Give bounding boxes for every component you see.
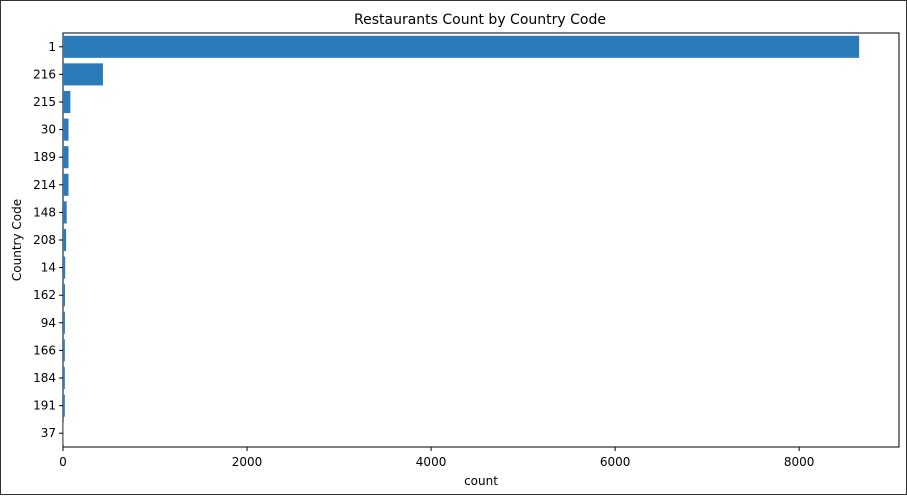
bar-208 <box>63 229 66 251</box>
bar-1 <box>63 36 859 58</box>
y-tick-label: 94 <box>41 316 56 330</box>
y-tick-label: 162 <box>33 288 56 302</box>
bar-94 <box>63 312 65 334</box>
y-tick-label: 148 <box>33 205 56 219</box>
x-tick-label: 8000 <box>784 455 815 469</box>
y-tick-label: 14 <box>41 261 56 275</box>
bar-148 <box>63 201 67 223</box>
x-axis-title: count <box>464 474 498 488</box>
bar-214 <box>63 174 69 196</box>
bar-215 <box>63 91 70 113</box>
y-tick-label: 208 <box>33 233 56 247</box>
bar-189 <box>63 146 69 168</box>
x-tick-label: 4000 <box>416 455 447 469</box>
y-tick-label: 37 <box>41 426 56 440</box>
y-tick-label: 30 <box>41 123 56 137</box>
bar-191 <box>63 395 65 417</box>
x-tick-label: 0 <box>59 455 67 469</box>
x-tick-label: 6000 <box>600 455 631 469</box>
y-tick-label: 191 <box>33 399 56 413</box>
y-tick-label: 216 <box>33 67 56 81</box>
x-tick-label: 2000 <box>232 455 263 469</box>
y-tick-label: 166 <box>33 343 56 357</box>
y-axis-ticks: 1 216 215 30 189 214 148 208 14 162 94 166 184 191 37 <box>33 40 63 440</box>
bar-162 <box>63 284 65 306</box>
chart-title: Restaurants Count by Country Code <box>354 12 606 28</box>
y-tick-label: 1 <box>48 40 56 54</box>
bars-group <box>63 36 859 444</box>
plot-area <box>63 33 899 447</box>
x-axis-ticks: 0 2000 4000 6000 8000 <box>59 447 814 469</box>
y-axis-title: Country Code <box>10 199 24 281</box>
bar-184 <box>63 367 65 389</box>
bar-216 <box>63 63 103 85</box>
bar-166 <box>63 339 65 361</box>
y-tick-label: 215 <box>33 95 56 109</box>
bar-14 <box>63 257 65 279</box>
bar-30 <box>63 119 69 141</box>
y-tick-label: 189 <box>33 150 56 164</box>
y-tick-label: 184 <box>33 371 56 385</box>
y-tick-label: 214 <box>33 178 56 192</box>
